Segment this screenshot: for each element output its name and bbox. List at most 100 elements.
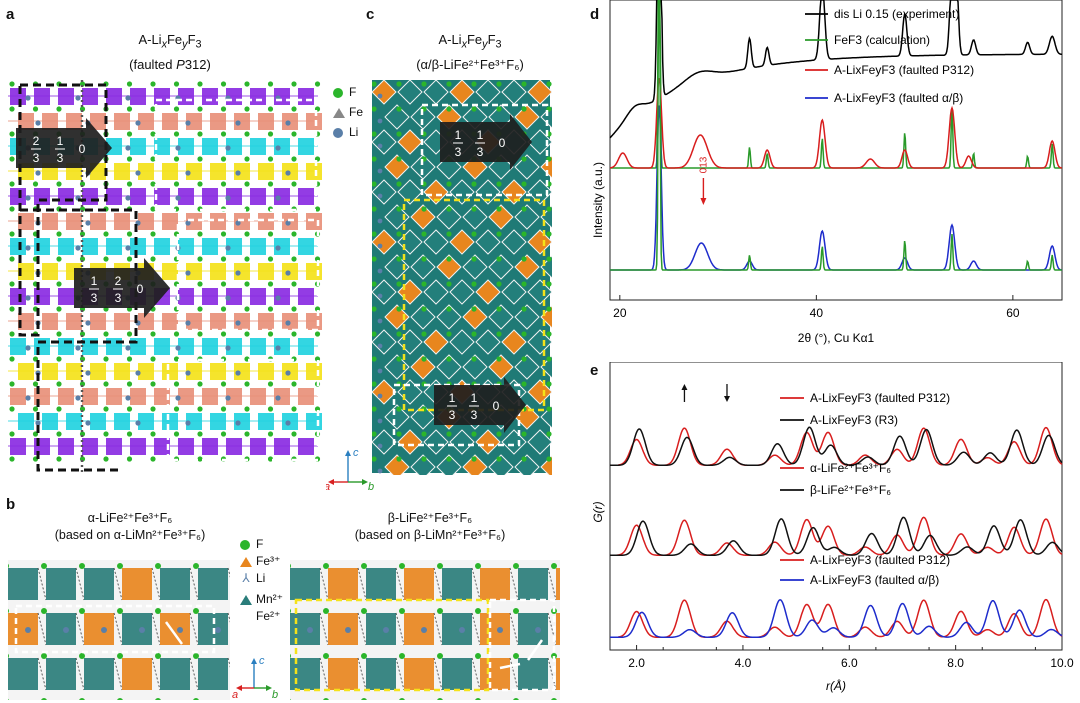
octahedron	[130, 438, 146, 455]
x-tick-label: 60	[1006, 306, 1020, 320]
octahedron	[462, 304, 488, 330]
octahedron	[122, 613, 152, 645]
li-atom	[235, 370, 241, 376]
white-dashed-box	[176, 218, 320, 332]
li-atom	[383, 627, 389, 633]
f-atom	[8, 698, 9, 700]
octahedron	[298, 388, 314, 405]
bond	[37, 567, 47, 601]
octahedron	[46, 568, 76, 600]
f-atom	[267, 156, 274, 162]
panel-label-e: e	[590, 362, 599, 379]
f-atom	[197, 106, 203, 112]
octahedron	[160, 568, 190, 600]
axis-c-label: c	[259, 655, 265, 667]
f-atom	[513, 563, 519, 569]
f-atom	[471, 306, 477, 312]
f-atom	[291, 381, 297, 387]
li-atom	[135, 370, 141, 376]
octahedron	[404, 658, 434, 690]
octahedron	[18, 213, 34, 230]
octahedron	[372, 80, 397, 105]
li-atom	[35, 420, 41, 426]
f-atom	[150, 256, 156, 262]
octahedron	[138, 363, 154, 380]
octahedron	[462, 254, 488, 280]
f-atom	[197, 306, 203, 312]
yellow-dashed-box	[294, 598, 490, 692]
li-atom	[225, 145, 231, 151]
octahedron	[274, 338, 290, 355]
shift-denominator: 3	[471, 408, 478, 422]
pdf-chart: 2.0 4.0 6.0 8.0 10.0 r(Å) G(r) A-LixFeyF3 (faul…	[591, 362, 1074, 693]
f-atom	[155, 608, 161, 614]
octahedron	[66, 413, 82, 430]
li-atom	[139, 627, 145, 633]
li-atom	[275, 145, 281, 151]
f-atom	[372, 356, 377, 362]
f-atom	[361, 698, 367, 700]
li-atom	[185, 270, 191, 276]
li-atom	[85, 320, 91, 326]
li-atom	[285, 320, 291, 326]
f-atom	[173, 181, 180, 187]
f-atom	[150, 356, 156, 362]
f-atom	[361, 653, 367, 659]
f-atom	[471, 206, 477, 212]
f-atom	[197, 231, 203, 237]
octahedron	[226, 338, 242, 355]
octahedron	[372, 429, 397, 455]
octahedron	[556, 613, 560, 645]
f-atom	[372, 106, 377, 112]
octahedron	[46, 613, 76, 645]
f-atom	[372, 81, 377, 87]
li-atom	[225, 395, 231, 401]
x-axis-label: 2θ (°), Cu Kα1	[798, 331, 875, 345]
white-dashed-box	[488, 598, 556, 692]
f-atom	[421, 331, 427, 337]
octahedron	[202, 138, 218, 155]
octahedron	[10, 288, 26, 305]
x-tick-label: 40	[810, 306, 824, 320]
f-atom	[267, 306, 274, 312]
octahedron	[436, 204, 462, 230]
sphere-icon	[333, 87, 343, 98]
black-dashed-box	[20, 208, 138, 472]
f-atom	[56, 381, 62, 387]
octahedron	[436, 254, 462, 280]
f-atom	[267, 281, 274, 287]
panel-c-title-line2: (α/β-LiFe²⁺Fe³⁺F₆)	[416, 56, 524, 72]
li-atom	[285, 420, 291, 426]
legend-li: Li	[333, 122, 363, 142]
f-atom	[421, 231, 427, 237]
axis-a-label: a	[326, 481, 330, 490]
li-atom	[275, 195, 281, 201]
f-atom	[475, 653, 481, 659]
bond	[433, 567, 443, 601]
octahedron	[462, 354, 488, 380]
f-atom	[291, 431, 297, 437]
li-atom	[235, 320, 241, 326]
octahedron	[84, 658, 114, 690]
octahedron	[58, 88, 74, 105]
panel-label-c: c	[366, 6, 375, 23]
li-atom	[377, 243, 383, 249]
octahedron	[226, 438, 242, 455]
octahedron	[58, 438, 74, 455]
f-atom	[421, 456, 427, 462]
octahedron	[372, 379, 397, 405]
octahedron	[372, 129, 397, 155]
octahedron	[480, 658, 510, 690]
f-atom	[267, 81, 274, 87]
f-atom	[521, 306, 527, 312]
series-line	[609, 0, 1062, 139]
octahedron	[10, 88, 26, 105]
octahedron	[10, 438, 26, 455]
series-line	[610, 598, 1063, 639]
li-atom	[175, 345, 181, 351]
li-atom	[377, 318, 383, 324]
octahedron	[290, 658, 320, 690]
tripod-icon: ⅄	[242, 571, 250, 585]
octahedron	[82, 238, 98, 255]
bond	[357, 612, 367, 646]
